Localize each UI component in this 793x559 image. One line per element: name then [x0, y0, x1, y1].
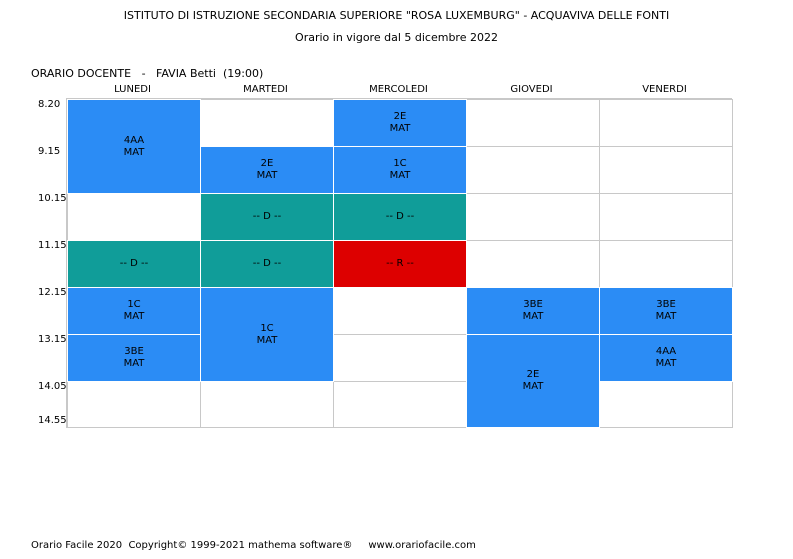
lesson-subject: MAT [522, 381, 544, 392]
lesson-subject: MAT [655, 311, 677, 322]
empty-slot [67, 381, 201, 428]
lesson-block[interactable]: 1C MAT [67, 287, 201, 335]
time-label: 12.15 [38, 287, 67, 298]
empty-slot [333, 381, 467, 428]
lesson-class: 1C [127, 299, 141, 310]
lesson-subject: MAT [256, 170, 278, 181]
lesson-block[interactable]: 4AA MAT [67, 99, 201, 194]
lesson-class: 4AA [123, 134, 145, 146]
empty-slot [200, 381, 334, 428]
empty-slot [67, 193, 201, 241]
reserve-block[interactable]: -- R -- [333, 240, 467, 288]
time-label: 14.55 [38, 415, 67, 426]
day-header-venerdi: VENERDI [642, 84, 687, 95]
footer-copyright: Orario Facile 2020 Copyright© 1999-2021 … [31, 540, 476, 551]
lesson-block[interactable]: 3BE MAT [67, 334, 201, 382]
time-label: 14.05 [38, 381, 67, 392]
empty-slot [466, 146, 600, 194]
lesson-class: 2E [526, 369, 540, 380]
empty-slot [466, 240, 600, 288]
lesson-class: -- R -- [386, 258, 414, 269]
teacher-label: ORARIO DOCENTE - FAVIA Betti (19:00) [31, 67, 264, 80]
availability-block[interactable]: -- D -- [333, 193, 467, 241]
lesson-block[interactable]: 2E MAT [466, 334, 600, 428]
lesson-subject: MAT [123, 146, 145, 158]
lesson-class: 2E [260, 158, 274, 169]
lesson-class: 1C [393, 158, 407, 169]
lesson-class: 1C [260, 322, 274, 334]
availability-block[interactable]: -- D -- [67, 240, 201, 288]
lesson-class: -- D -- [252, 258, 282, 269]
lesson-block[interactable]: 4AA MAT [599, 334, 733, 382]
lesson-block[interactable]: 1C MAT [200, 287, 334, 382]
lesson-subject: MAT [389, 123, 411, 134]
lesson-block[interactable]: 1C MAT [333, 146, 467, 194]
empty-slot [466, 99, 600, 147]
empty-slot [200, 99, 334, 147]
lesson-subject: MAT [389, 170, 411, 181]
lesson-class: 3BE [523, 299, 543, 310]
lesson-class: -- D -- [252, 211, 282, 222]
empty-slot [599, 99, 733, 147]
time-label: 9.15 [38, 146, 61, 157]
lesson-subject: MAT [256, 334, 278, 346]
empty-slot [333, 287, 467, 335]
lesson-block[interactable]: 2E MAT [333, 99, 467, 147]
lesson-class: -- D -- [385, 211, 415, 222]
empty-slot [599, 146, 733, 194]
availability-block[interactable]: -- D -- [200, 240, 334, 288]
time-label: 8.20 [38, 99, 61, 110]
empty-slot [466, 193, 600, 241]
lesson-class: 3BE [656, 299, 676, 310]
time-label: 11.15 [38, 240, 67, 251]
time-label: 10.15 [38, 193, 67, 204]
lesson-subject: MAT [655, 358, 677, 369]
lesson-subject: MAT [123, 311, 145, 322]
day-header-mercoledi: MERCOLEDI [369, 84, 428, 95]
validity-date: Orario in vigore dal 5 dicembre 2022 [295, 31, 498, 44]
availability-block[interactable]: -- D -- [200, 193, 334, 241]
time-label: 13.15 [38, 334, 67, 345]
lesson-subject: MAT [123, 358, 145, 369]
lesson-block[interactable]: 3BE MAT [466, 287, 600, 335]
lesson-block[interactable]: 2E MAT [200, 146, 334, 194]
lesson-class: 2E [393, 111, 407, 122]
empty-slot [599, 193, 733, 241]
day-header-lunedi: LUNEDI [114, 84, 151, 95]
lesson-class: 4AA [655, 346, 677, 357]
empty-slot [599, 240, 733, 288]
lesson-subject: MAT [522, 311, 544, 322]
day-header-giovedi: GIOVEDI [510, 84, 553, 95]
lesson-class: 3BE [124, 346, 144, 357]
empty-slot [333, 334, 467, 382]
school-title: ISTITUTO DI ISTRUZIONE SECONDARIA SUPERI… [123, 9, 670, 22]
empty-slot [599, 381, 733, 428]
lesson-class: -- D -- [119, 258, 149, 269]
day-header-martedi: MARTEDI [243, 84, 288, 95]
timetable-grid: 4AA MAT -- D -- 1C MAT 3BE MAT 2E MAT -- D -- -- D… [66, 98, 733, 428]
lesson-block[interactable]: 3BE MAT [599, 287, 733, 335]
